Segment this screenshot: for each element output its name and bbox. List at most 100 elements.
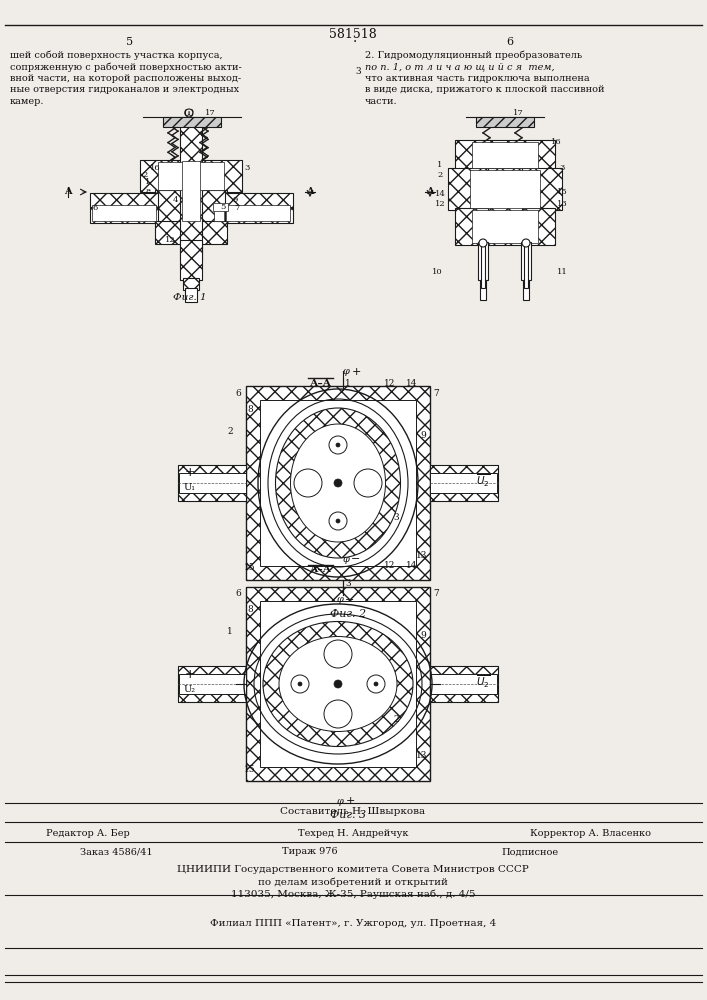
Bar [185, 288, 197, 302]
Bar [183, 278, 199, 290]
Text: U₂: U₂ [184, 684, 196, 694]
Text: 12: 12 [435, 200, 445, 208]
Bar [213, 203, 228, 211]
Text: $\overline{U_2}$: $\overline{U_2}$ [476, 674, 490, 690]
Text: 14: 14 [435, 190, 445, 198]
Text: 1: 1 [146, 178, 151, 186]
Text: −: − [351, 554, 361, 564]
Circle shape [479, 239, 487, 247]
Text: А–А: А–А [310, 566, 332, 574]
Bar [455, 140, 555, 170]
Text: 6: 6 [93, 204, 98, 212]
Ellipse shape [279, 637, 397, 732]
Bar [140, 160, 242, 192]
Text: вной части, на которой расположены выход-: вной части, на которой расположены выход… [10, 74, 241, 83]
Circle shape [294, 469, 322, 497]
Bar [180, 120, 202, 260]
Text: −: − [345, 595, 355, 605]
Text: 5: 5 [127, 37, 134, 47]
Text: 13: 13 [416, 752, 428, 760]
Bar [470, 170, 540, 208]
Text: U₁: U₁ [184, 484, 196, 492]
Text: 5: 5 [220, 203, 226, 211]
Circle shape [291, 675, 309, 693]
Bar [163, 117, 221, 127]
Text: Техред Н. Андрейчук: Техред Н. Андрейчук [298, 828, 408, 838]
Circle shape [367, 675, 385, 693]
Ellipse shape [291, 424, 385, 542]
Text: 11: 11 [556, 268, 568, 276]
Text: 4: 4 [173, 196, 177, 204]
Text: 6: 6 [235, 388, 241, 397]
Text: 1: 1 [438, 161, 443, 169]
Text: Составитель Н. Швыркова: Составитель Н. Швыркова [281, 806, 426, 816]
Text: 7: 7 [433, 589, 439, 598]
Text: 3: 3 [345, 580, 351, 588]
Bar [90, 193, 158, 223]
Text: 14: 14 [407, 560, 418, 570]
Bar [246, 587, 430, 781]
Text: 9: 9 [420, 430, 426, 440]
Text: 17: 17 [204, 109, 216, 117]
Text: A: A [64, 188, 72, 196]
Bar [430, 465, 498, 501]
Bar [476, 117, 534, 127]
Text: 3: 3 [355, 68, 361, 77]
Text: 12: 12 [165, 236, 175, 244]
Circle shape [329, 512, 347, 530]
Text: 12: 12 [385, 378, 396, 387]
Text: 9: 9 [420, 632, 426, 641]
Bar [524, 242, 528, 288]
Bar [178, 465, 246, 501]
Text: ЦНИИПИ Государственного комитета Совета Министров СССР: ЦНИИПИ Государственного комитета Совета … [177, 865, 529, 874]
Text: +: + [185, 466, 195, 480]
Text: 16: 16 [150, 164, 160, 172]
Text: 7: 7 [234, 204, 240, 212]
Text: +: + [351, 367, 361, 377]
Text: А–А: А–А [310, 378, 332, 387]
Circle shape [336, 519, 340, 523]
Circle shape [334, 680, 342, 688]
Bar [92, 205, 156, 221]
Bar [158, 162, 224, 190]
Bar [155, 221, 227, 244]
Bar [521, 242, 531, 280]
Text: 2: 2 [227, 426, 233, 436]
Text: 3: 3 [559, 164, 565, 172]
Bar [182, 161, 200, 221]
Bar [455, 208, 555, 245]
Text: камер.: камер. [10, 97, 45, 106]
Bar [246, 386, 430, 580]
Bar [180, 240, 202, 280]
Text: $\overline{U_2}$: $\overline{U_2}$ [476, 473, 490, 489]
Text: 2: 2 [393, 714, 399, 724]
Text: 10: 10 [432, 268, 443, 276]
Text: 13: 13 [556, 200, 568, 208]
Text: 8: 8 [247, 605, 253, 614]
Text: 581518: 581518 [329, 27, 377, 40]
Bar [478, 242, 488, 280]
Bar [480, 280, 486, 300]
Bar [178, 666, 246, 702]
Text: 8: 8 [146, 188, 151, 196]
Circle shape [324, 700, 352, 728]
Text: 15: 15 [244, 564, 256, 572]
Circle shape [334, 479, 342, 487]
Text: ные отверстия гидроканалов и электродных: ные отверстия гидроканалов и электродных [10, 86, 239, 95]
Text: +: + [185, 668, 195, 680]
Text: сопряженную с рабочей поверхностью акти-: сопряженную с рабочей поверхностью акти- [10, 62, 242, 72]
Circle shape [354, 469, 382, 497]
Text: 16: 16 [551, 138, 561, 146]
Bar [472, 142, 538, 168]
Text: в виде диска, прижатого к плоской пассивной: в виде диска, прижатого к плоской пассив… [365, 86, 604, 95]
Text: +: + [345, 796, 355, 806]
Text: ω: ω [184, 106, 194, 119]
Bar [430, 674, 497, 694]
Bar [179, 473, 246, 493]
Bar [214, 205, 224, 221]
Text: Филиал ППП «Патент», г. Ужгород, ул. Проетная, 4: Филиал ППП «Патент», г. Ужгород, ул. Про… [210, 920, 496, 928]
Bar [448, 168, 562, 210]
Bar [523, 280, 529, 300]
Text: 15: 15 [244, 764, 256, 774]
Text: Тираж 976: Тираж 976 [282, 848, 338, 856]
